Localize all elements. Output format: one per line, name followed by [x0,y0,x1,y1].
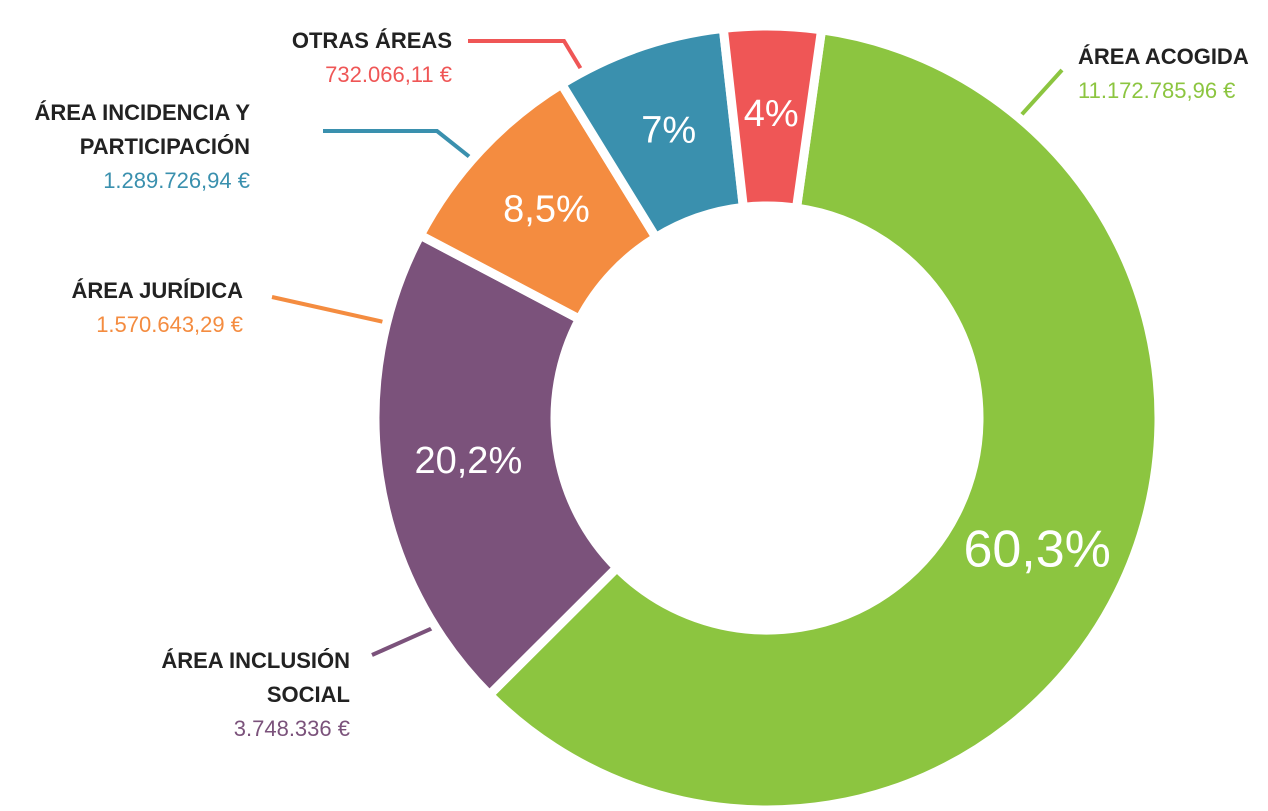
category-label: ÁREA JURÍDICA [71,278,243,303]
label: ÁREA INCLUSIÓN SOCIAL 3.748.336 € [110,644,350,746]
category-label: ÁREA ACOGIDA [1078,44,1249,69]
value-label: 60,3% [963,521,1110,579]
slice [483,24,1164,811]
category-label: OTRAS ÁREAS [291,28,452,53]
label: ÁREA INCIDENCIA Y PARTICIPACIÓN 1.289.72… [10,96,250,198]
value-label: 4% [744,93,799,135]
label: ÁREA JURÍDICA 1.570.643,29 € [0,274,243,342]
amount-label: 11.172.785,96 € [1078,78,1236,103]
slice [718,21,827,214]
amount-label: 1.570.643,29 € [96,312,243,337]
value-label: 20,2% [414,440,522,482]
value-label: 7% [641,109,696,151]
value-label: 8,5% [503,189,590,231]
category-label: ÁREA INCIDENCIA Y PARTICIPACIÓN [34,100,250,159]
amount-label: 732.066,11 € [325,62,452,87]
amount-label: 1.289.726,94 € [103,168,250,193]
slice [370,229,624,702]
label: ÁREA ACOGIDA 11.172.785,96 € [1078,40,1249,108]
slices: 60,3% 20,2% 8,5% 7% 4% [370,21,1164,811]
label: OTRAS ÁREAS 732.066,11 € [192,24,452,92]
category-label: ÁREA INCLUSIÓN SOCIAL [161,648,350,707]
amount-label: 3.748.336 € [233,716,350,741]
